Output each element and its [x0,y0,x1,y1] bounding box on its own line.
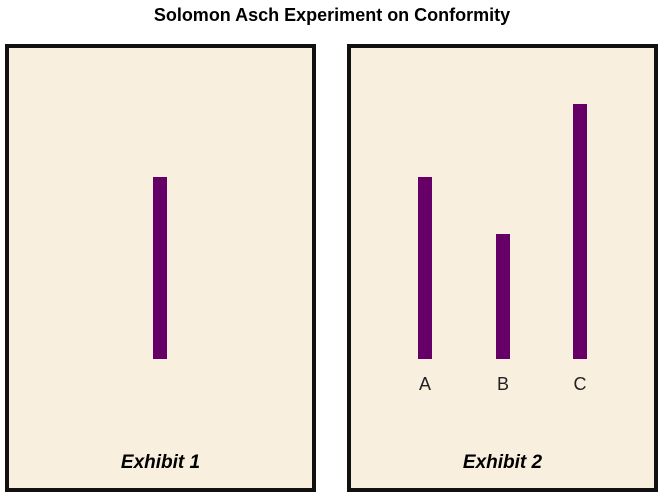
exhibit-2-panel: A B C Exhibit 2 [347,44,658,492]
line-c [573,104,587,359]
line-c-label: C [573,374,587,394]
exhibit-2-label: Exhibit 2 [462,452,543,473]
diagram-title: Solomon Asch Experiment on Conformity [153,5,511,25]
line-a [418,177,432,359]
line-a-label: A [418,374,431,394]
exhibit-1-panel: Exhibit 1 [5,44,316,492]
line-b [496,234,510,359]
exhibit-1-label: Exhibit 1 [120,452,201,473]
reference-line [153,177,167,359]
line-b-label: B [496,374,509,394]
